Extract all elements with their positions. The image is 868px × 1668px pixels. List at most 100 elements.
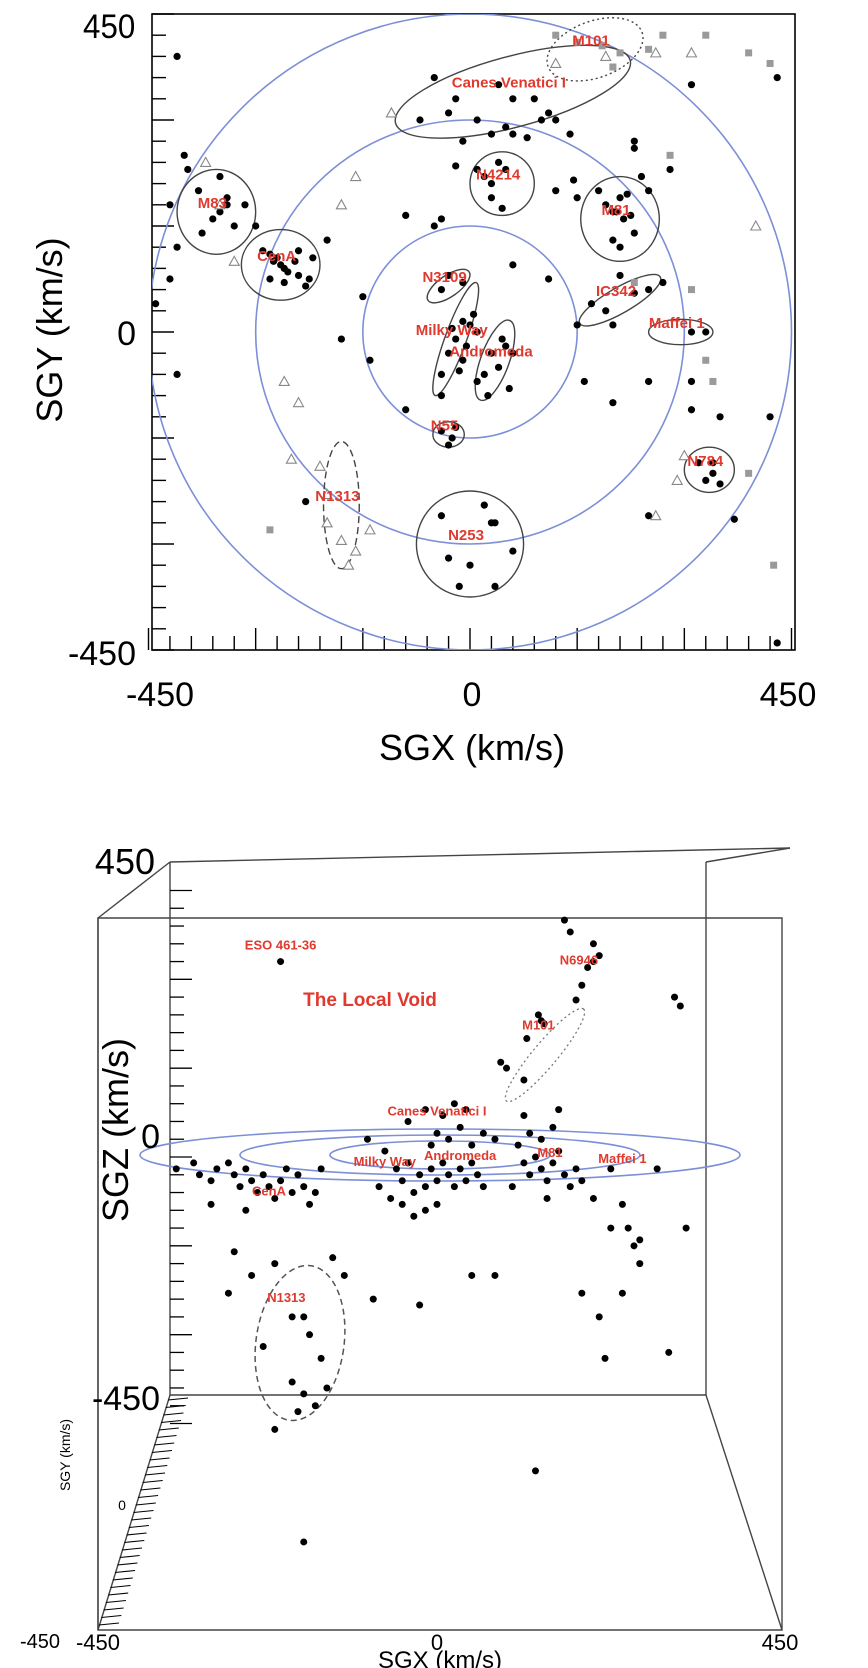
galaxy-point xyxy=(480,501,488,509)
galaxy-point xyxy=(462,342,471,350)
group-label-3d: N6946 xyxy=(560,952,598,967)
galaxy-point xyxy=(537,116,546,124)
y-tick-label-mid: 0 xyxy=(117,315,136,353)
group-label-3d: ESO 461-36 xyxy=(245,938,317,953)
galaxy-point-3d xyxy=(300,1390,308,1398)
galaxy-point xyxy=(645,377,653,386)
z-tick-label-mid: 0 xyxy=(141,1118,160,1156)
galaxy-points-top xyxy=(152,31,781,647)
galaxy-point xyxy=(223,194,231,202)
triangle-point xyxy=(749,219,762,231)
axis-ticks-bottom xyxy=(98,889,192,1626)
square-point xyxy=(659,31,667,39)
galaxy-point-3d xyxy=(288,1378,296,1386)
galaxy-point-3d xyxy=(503,1064,511,1072)
galaxy-point-3d xyxy=(306,1331,314,1339)
galaxy-point-3d xyxy=(410,1212,418,1220)
galaxy-point xyxy=(269,257,278,265)
galaxy-point xyxy=(609,236,617,244)
galaxy-point xyxy=(502,165,510,174)
galaxy-point-3d xyxy=(595,1313,603,1321)
galaxy-point xyxy=(494,158,503,166)
galaxy-point-3d xyxy=(618,1200,626,1208)
galaxy-point-3d xyxy=(491,1135,499,1143)
galaxy-point-3d xyxy=(195,1171,203,1179)
galaxy-point xyxy=(716,413,724,421)
galaxy-point-3d xyxy=(300,1538,308,1546)
galaxy-point xyxy=(294,271,303,280)
galaxy-point-3d xyxy=(531,1153,539,1161)
group-label: N1313 xyxy=(315,488,359,505)
galaxy-point xyxy=(166,275,174,283)
galaxy-point xyxy=(544,109,553,117)
galaxy-point xyxy=(223,201,231,209)
galaxy-point xyxy=(444,349,453,357)
galaxy-point xyxy=(612,208,621,216)
galaxy-point xyxy=(266,275,274,283)
triangle-point xyxy=(314,460,326,471)
galaxy-point xyxy=(302,498,310,506)
galaxy-point xyxy=(523,134,531,142)
galaxy-point xyxy=(437,286,446,294)
galaxy-point-3d xyxy=(540,1020,548,1028)
galaxy-point xyxy=(487,194,496,202)
x3d-tick-label-center: 0 xyxy=(431,1630,443,1655)
galaxy-point-3d xyxy=(416,1171,424,1179)
galaxy-point xyxy=(473,116,481,124)
galaxy-point-3d xyxy=(618,1289,626,1297)
y3d-tick-mark xyxy=(163,1412,184,1416)
group-label: N784 xyxy=(687,453,724,470)
triangle-point xyxy=(549,57,562,69)
y3d-tick-mark xyxy=(131,1517,152,1521)
panel-bottom-3d-view: ESO 461-36 N6946 M101 Canes Venatici I M81 Mi… xyxy=(20,841,798,1668)
y3d-tick-label-left: -450 xyxy=(20,1631,60,1653)
galaxy-point xyxy=(702,328,710,336)
galaxy-point xyxy=(302,282,310,290)
galaxy-point xyxy=(509,130,517,138)
y3d-tick-mark xyxy=(101,1614,122,1619)
y3d-tick-mark xyxy=(142,1479,163,1484)
galaxy-point-3d xyxy=(398,1177,406,1185)
galaxy-point-3d xyxy=(450,1100,458,1108)
galaxy-point-3d xyxy=(213,1165,221,1173)
galaxy-point xyxy=(509,349,517,357)
galaxy-point xyxy=(259,247,267,255)
galaxy-point xyxy=(573,321,581,329)
galaxy-point xyxy=(280,278,288,287)
galaxy-point-3d xyxy=(534,1011,542,1019)
triangle-point xyxy=(671,474,684,485)
projected-range-ellipse xyxy=(329,1140,551,1170)
galaxy-point xyxy=(687,406,696,414)
galaxy-point-3d xyxy=(682,1224,690,1232)
galaxy-point-3d xyxy=(242,1165,250,1173)
galaxy-point xyxy=(469,310,478,318)
y3d-tick-mark xyxy=(117,1562,138,1566)
square-point xyxy=(687,286,695,294)
y3d-tick-mark xyxy=(121,1547,143,1551)
galaxy-point-3d xyxy=(271,1194,279,1202)
group-ellipse xyxy=(580,175,661,263)
galaxy-point xyxy=(505,384,513,393)
galaxy-point-3d xyxy=(398,1200,406,1208)
galaxy-point xyxy=(309,254,317,262)
y3d-tick-mark xyxy=(156,1434,177,1439)
galaxy-point xyxy=(437,427,446,435)
galaxy-point xyxy=(473,377,481,386)
group-label: CenA xyxy=(257,248,296,265)
group-ellipse xyxy=(176,168,257,255)
group-label-3d: N1313 xyxy=(267,1290,305,1305)
galaxy-point xyxy=(323,236,331,244)
galaxy-point xyxy=(452,335,460,343)
group-label-3d: Canes Venatici I xyxy=(388,1103,487,1118)
galaxy-point xyxy=(602,201,610,209)
galaxy-point-3d xyxy=(404,1117,412,1125)
y3d-tick-mark xyxy=(105,1599,126,1604)
galaxy-point-3d xyxy=(607,1224,615,1232)
galaxy-point-3d xyxy=(439,1112,447,1120)
galaxy-point-3d xyxy=(392,1165,400,1173)
galaxy-point xyxy=(466,561,474,569)
galaxy-point xyxy=(487,180,496,188)
square-point xyxy=(702,356,710,364)
galaxy-point-3d xyxy=(479,1129,487,1137)
galaxy-point-3d xyxy=(416,1301,424,1309)
